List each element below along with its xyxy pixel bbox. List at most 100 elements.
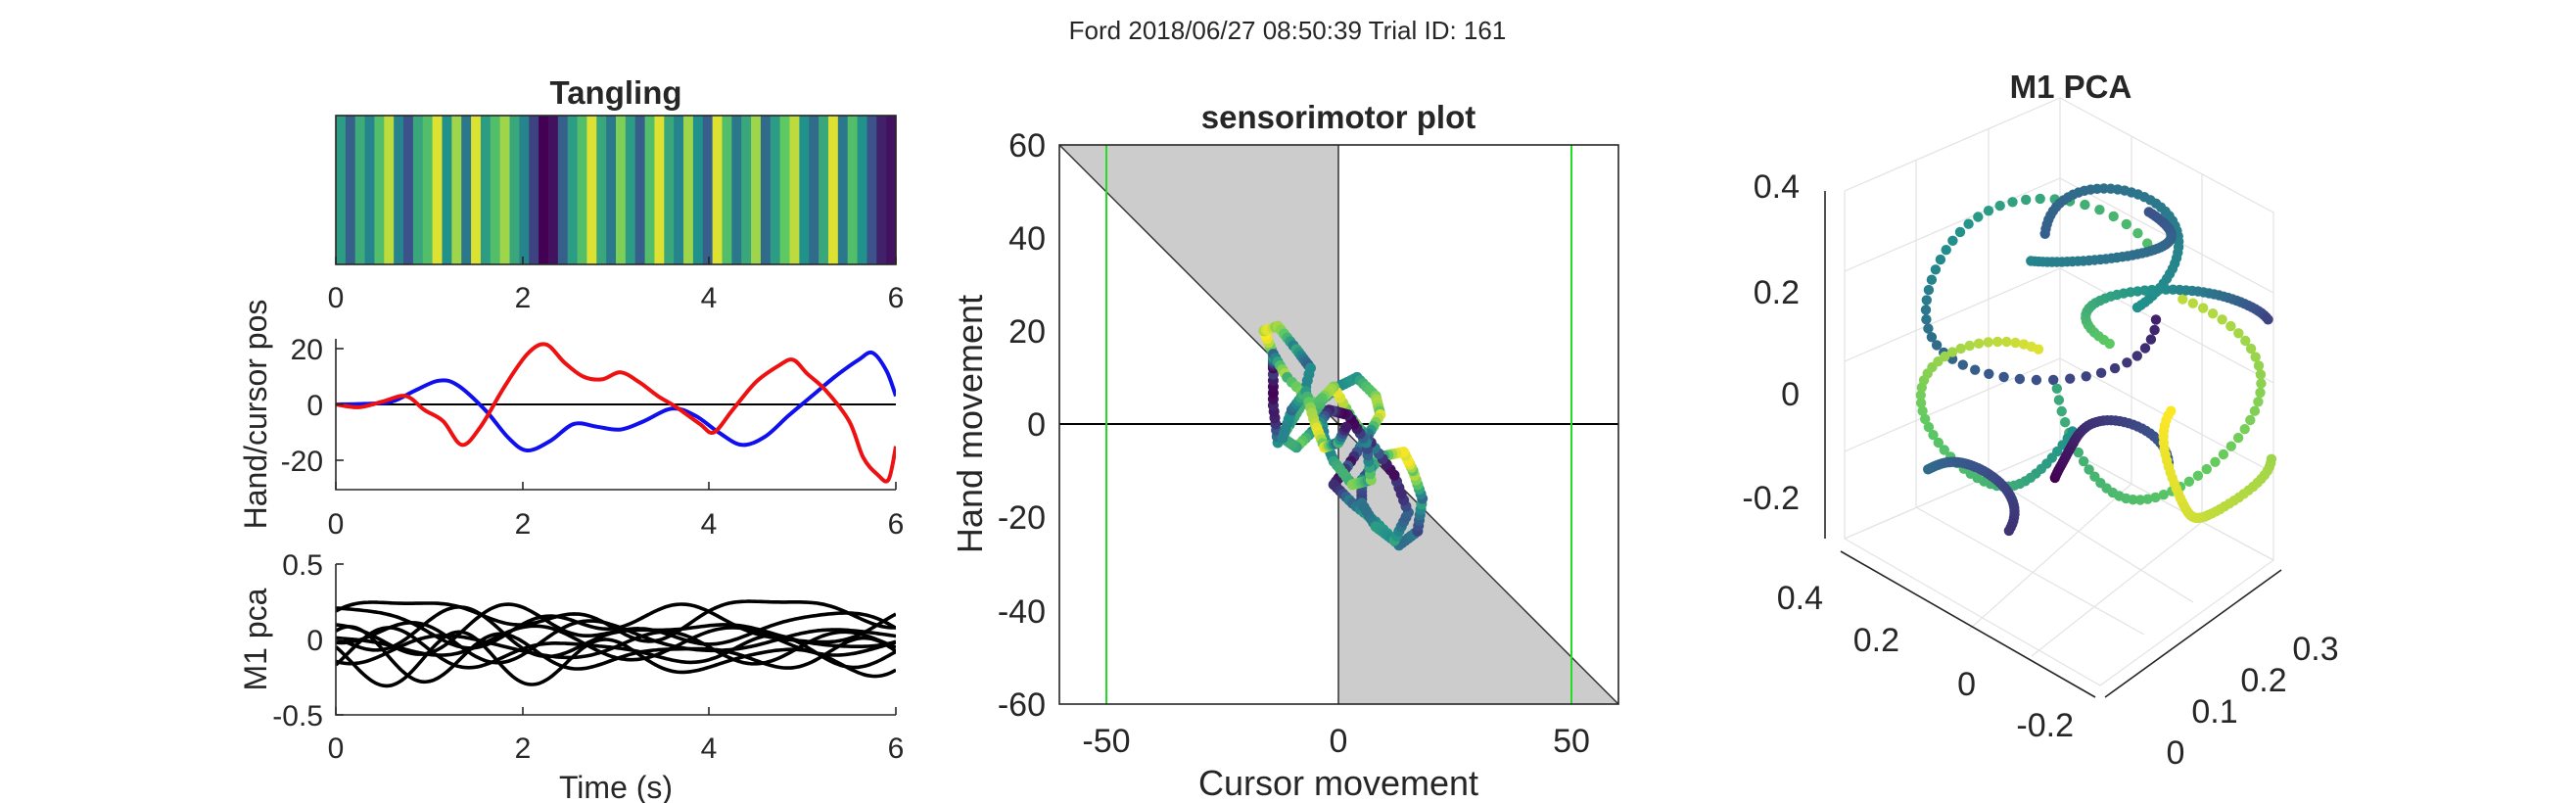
tangling-cell: [770, 116, 781, 264]
tangling-panel: Tangling 0 2 4 6: [328, 74, 905, 314]
tangling-cell: [760, 116, 772, 264]
m1-pca-3d-ztick-label: 0: [1781, 376, 1800, 413]
m1-pca-3d-point: [1940, 351, 1950, 362]
tangling-cell: [364, 116, 376, 264]
hand-cursor-xtick-label: 6: [888, 508, 905, 541]
m1-pca-3d-point: [2166, 405, 2177, 416]
m1-pca-3d-point: [2245, 414, 2256, 426]
sensorimotor-ytick-label: 0: [1027, 406, 1046, 444]
m1-pca-3d-point: [2060, 417, 2071, 428]
m1-pca-3d-point: [2245, 343, 2257, 354]
tangling-cell: [702, 116, 714, 264]
m1-pca-3d-ytick-label: 0.2: [1853, 622, 1899, 659]
sensorimotor-panel: sensorimotor plot 60 40 20 0 -20 -40 -60…: [950, 99, 1619, 803]
m1-pca-ytick-label: 0: [306, 625, 323, 657]
sensorimotor-ytick-label: -40: [998, 593, 1046, 631]
tangling-cell: [557, 116, 569, 264]
tangling-cell: [451, 116, 462, 264]
m1-pca-trace: [336, 599, 896, 643]
m1-pca-3d-point: [2255, 369, 2267, 380]
m1-pca-trace: [336, 605, 896, 659]
hand-cursor-ylabel: Hand/cursor pos: [238, 300, 273, 530]
m1-pca-3d-point: [2250, 352, 2261, 362]
m1-pca-3d-point: [2150, 314, 2162, 325]
tangling-cell: [634, 116, 646, 264]
m1-pca-3d-point: [1915, 398, 1927, 408]
sensorimotor-yticks: 60 40 20 0 -20 -40 -60: [998, 127, 1046, 724]
m1-pca-3d-point: [2094, 205, 2105, 215]
m1-pca-xtick-label: 6: [888, 732, 905, 765]
m1-pca-3d-point: [2225, 441, 2236, 451]
m1-pca-3d-point: [2253, 360, 2265, 371]
m1-pca-xtick-label: 0: [328, 732, 345, 765]
m1-pca-3d-point: [2007, 197, 2018, 208]
m1-pca-ytick-label: -0.5: [272, 700, 323, 732]
tangling-cell: [490, 116, 501, 264]
sensorimotor-axes-box: [1058, 144, 1619, 705]
tangling-cell: [819, 116, 829, 264]
m1-pca-3d-point: [1973, 338, 1985, 349]
m1-pca-3d-point: [2210, 456, 2221, 467]
m1-pca-3d-point: [2048, 374, 2059, 386]
m1-pca-3d-ytick-label: 0: [1957, 666, 1976, 703]
m1-pca-3d-point: [2131, 302, 2143, 313]
tangling-cell: [461, 116, 472, 264]
m1-pca-3d-point: [1957, 359, 1969, 370]
tangling-cell: [432, 116, 444, 264]
tangling-cell: [345, 116, 356, 264]
m1-pca-3d-point: [1921, 295, 1933, 306]
m1-pca-3d-point: [2139, 285, 2150, 296]
m1-pca-xtick-label: 2: [515, 732, 532, 765]
m1-pca-3d-point: [1930, 264, 1942, 275]
m1-pca-3d-point: [2192, 470, 2204, 481]
m1-pca-3d-point: [1970, 364, 1981, 375]
tangling-cell: [403, 116, 414, 264]
sensorimotor-ytick-label: 60: [1008, 127, 1046, 165]
m1-pca-3d-panel: M1 PCA 0.4: [1742, 69, 2338, 772]
m1-pca-3d-point: [2014, 373, 2026, 385]
m1-pca-3d-point: [1920, 413, 1931, 425]
hand-cursor-ytick-label: -20: [281, 446, 323, 478]
tangling-cell: [606, 116, 617, 264]
tangling-axes-box: [335, 115, 897, 265]
m1-pca-3d-point: [2134, 495, 2146, 505]
m1-pca-3d-point: [2001, 336, 2012, 348]
m1-pca-ylabel: M1 pca: [238, 588, 273, 690]
m1-pca-3d-point: [2225, 320, 2236, 332]
m1-pca-trace: [336, 630, 896, 688]
m1-pca-3d-point: [1933, 437, 1944, 449]
sensorimotor-xtick-label: 50: [1553, 723, 1590, 760]
m1-pca-3d-point: [2217, 314, 2227, 325]
tangling-cell: [412, 116, 424, 264]
m1-pca-3d-point: [2198, 303, 2209, 313]
m1-pca-3d-point: [1923, 284, 1935, 296]
tangling-cell: [422, 116, 434, 264]
tangling-cell: [577, 116, 588, 264]
m1-pca-3d-point: [2218, 449, 2229, 460]
hand-cursor-xtick-label: 4: [701, 508, 718, 541]
m1-pca-3d-point: [1931, 340, 1943, 351]
sensorimotor-ytick-label: 20: [1008, 313, 1046, 351]
sensorimotor-xticks: -50 0 50: [1082, 723, 1589, 760]
tangling-cell: [547, 116, 559, 264]
tangling-cell: [654, 116, 665, 264]
m1-pca-3d-point: [1964, 340, 1975, 352]
tangling-cell: [857, 116, 868, 264]
m1-pca-3d-point: [2078, 455, 2089, 467]
tangling-cell: [596, 116, 607, 264]
m1-pca-3d-point: [1941, 245, 1951, 256]
hand-cursor-ytick-label: 20: [291, 334, 323, 366]
tangling-cell: [354, 116, 366, 264]
tangling-xtick-label: 2: [515, 282, 532, 314]
tangling-cell: [799, 116, 810, 264]
hand-position-line: [336, 350, 896, 453]
m1-pca-3d-point: [1920, 305, 1932, 315]
tangling-cell: [664, 116, 675, 264]
sensorimotor-xtick-label: 0: [1330, 723, 1348, 760]
m1-pca-3d-point: [2253, 397, 2264, 407]
tangling-heatmap: [336, 116, 897, 264]
time-xlabel: Time (s): [559, 770, 673, 803]
tangling-cell: [692, 116, 704, 264]
sensorimotor-point: [1340, 421, 1352, 433]
m1-pca-3d-point: [2084, 464, 2094, 475]
